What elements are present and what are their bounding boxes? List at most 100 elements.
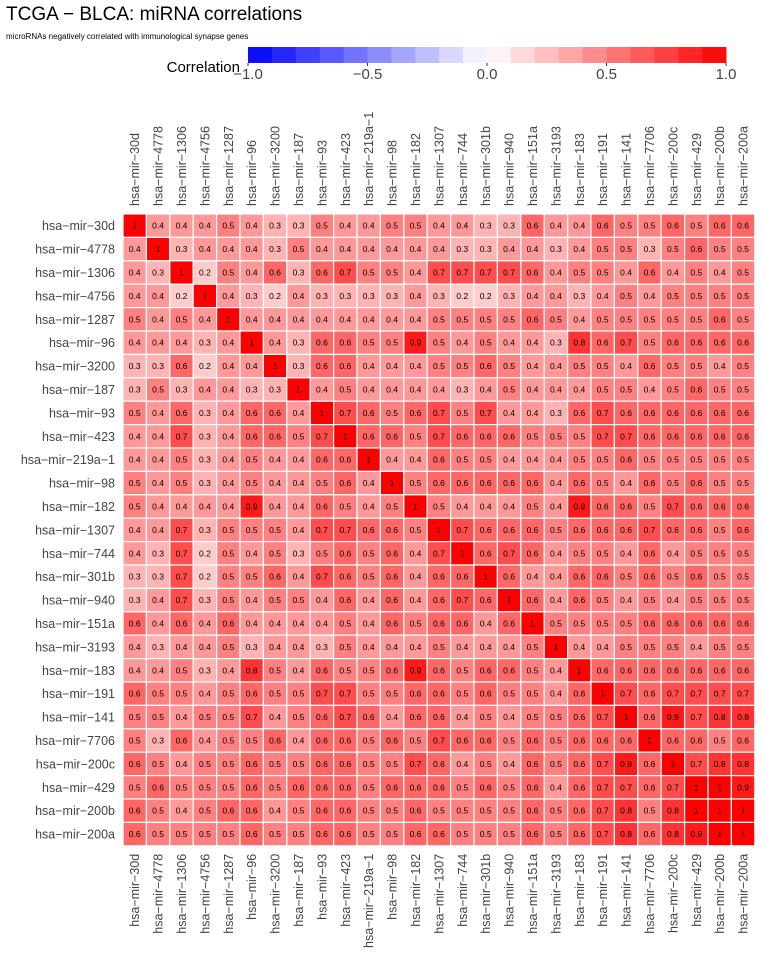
row-label: hsa−mir−423 <box>42 430 115 444</box>
cell-value-label: 0.4 <box>363 502 375 512</box>
cell-value-label: 0.7 <box>433 548 445 558</box>
cell-value-label: 0.5 <box>527 642 539 652</box>
cell-value-label: 0.5 <box>222 548 234 558</box>
cell-value-label: 0.4 <box>644 291 656 301</box>
cell-value-label: 0.3 <box>152 268 164 278</box>
cell-value-label: 0.4 <box>222 478 234 488</box>
cell-value-label: 0.5 <box>386 759 398 769</box>
cell-value-label: 0.4 <box>550 385 562 395</box>
cell-value-label: 0.6 <box>456 478 468 488</box>
cell-value-label: 0.6 <box>597 665 609 675</box>
cell-value-label: 0.3 <box>199 525 211 535</box>
cell-value-label: 0.6 <box>597 502 609 512</box>
cell-value-label: 0.4 <box>293 572 305 582</box>
cell-value-label: 0.6 <box>527 314 539 324</box>
cell-value-label: 0.6 <box>690 244 702 254</box>
cell-value-label: 0.4 <box>199 642 211 652</box>
cell-value-label: 0.8 <box>620 829 632 839</box>
cell-value-label: 0.4 <box>714 361 726 371</box>
column-label-top: hsa−mir−187 <box>292 133 306 206</box>
cell-value-label: 0.5 <box>293 712 305 722</box>
cell-value-label: 0.5 <box>667 361 679 371</box>
cell-value-label: 0.5 <box>246 455 258 465</box>
cell-value-label: 0.6 <box>269 431 281 441</box>
cell-value-label: 0.4 <box>363 361 375 371</box>
cell-value-label: 0.4 <box>152 619 164 629</box>
cell-value-label: 0.3 <box>293 361 305 371</box>
cell-value-label: 0.6 <box>316 806 328 816</box>
cell-value-label: 0.6 <box>433 478 445 488</box>
cell-value-label: 0.4 <box>129 665 141 675</box>
legend-swatch <box>295 47 321 63</box>
cell-value-label: 0.5 <box>433 338 445 348</box>
cell-value-label: 0.5 <box>176 829 188 839</box>
cell-value-label: 0.5 <box>690 314 702 324</box>
cell-value-label: 0.6 <box>737 338 749 348</box>
cell-value-label: 0.5 <box>550 314 562 324</box>
cell-value-label: 0.6 <box>527 806 539 816</box>
cell-value-label: 0.6 <box>339 759 351 769</box>
column-label-top: hsa−mir−1287 <box>222 126 236 206</box>
cell-value-label: 0.5 <box>667 291 679 301</box>
cell-value-label: 0.4 <box>152 314 164 324</box>
cell-value-label: 0.6 <box>480 782 492 792</box>
cell-value-label: 1 <box>460 548 465 558</box>
row-label: hsa−mir−200a <box>35 828 115 842</box>
cell-value-label: 0.5 <box>620 572 632 582</box>
cell-value-label: 0.5 <box>620 385 632 395</box>
cell-value-label: 0.6 <box>620 736 632 746</box>
row-label: hsa−mir−30d <box>42 219 115 233</box>
row-label: hsa−mir−7706 <box>35 734 115 748</box>
cell-value-label: 0.6 <box>620 665 632 675</box>
cell-value-label: 0.6 <box>690 665 702 675</box>
cell-value-label: 0.6 <box>480 478 492 488</box>
cell-value-label: 0.5 <box>573 431 585 441</box>
cell-value-label: 0.5 <box>527 502 539 512</box>
cell-value-label: 0.3 <box>550 244 562 254</box>
row-label: hsa−mir−4778 <box>35 243 115 257</box>
cell-value-label: 0.5 <box>222 595 234 605</box>
cell-value-label: 1 <box>366 455 371 465</box>
cell-value-label: 0.3 <box>246 385 258 395</box>
cell-value-label: 0.5 <box>129 782 141 792</box>
cell-value-label: 0.5 <box>316 548 328 558</box>
cell-value-label: 0.5 <box>152 829 164 839</box>
cell-value-label: 0.6 <box>246 408 258 418</box>
cell-value-label: 0.7 <box>620 431 632 441</box>
cell-value-label: 1 <box>483 572 488 582</box>
cell-value-label: 0.5 <box>410 431 422 441</box>
cell-value-label: 0.6 <box>222 619 234 629</box>
cell-value-label: 0.5 <box>550 759 562 769</box>
cell-value-label: 0.7 <box>667 689 679 699</box>
cell-value-label: 0.7 <box>316 431 328 441</box>
row-label: hsa−mir−1306 <box>35 266 115 280</box>
cell-value-label: 1 <box>554 642 559 652</box>
cell-value-label: 0.4 <box>597 642 609 652</box>
cell-value-label: 0.7 <box>597 806 609 816</box>
legend-title: Correlation <box>167 59 240 76</box>
cell-value-label: 0.7 <box>433 268 445 278</box>
cell-value-label: 0.6 <box>339 572 351 582</box>
cell-value-label: 0.6 <box>644 548 656 558</box>
cell-value-label: 0.6 <box>527 829 539 839</box>
cell-value-label: 0.6 <box>316 361 328 371</box>
cell-value-label: 0.6 <box>573 829 585 839</box>
cell-value-label: 0.4 <box>480 502 492 512</box>
cell-value-label: 0.4 <box>316 619 328 629</box>
cell-value-label: 0.4 <box>222 244 234 254</box>
cell-value-label: 0.9 <box>667 712 679 722</box>
cell-value-label: 0.6 <box>667 431 679 441</box>
cell-value-label: 0.3 <box>129 385 141 395</box>
row-label: hsa−mir−96 <box>49 336 115 350</box>
cell-value-label: 0.5 <box>199 806 211 816</box>
cell-value-label: 0.6 <box>316 759 328 769</box>
cell-value-label: 0.4 <box>410 314 422 324</box>
cell-value-label: 0.6 <box>573 525 585 535</box>
cell-value-label: 0.6 <box>246 782 258 792</box>
cell-value-label: 0.5 <box>690 268 702 278</box>
cell-value-label: 0.5 <box>269 525 281 535</box>
cell-value-label: 0.4 <box>363 221 375 231</box>
cell-value-label: 0.4 <box>129 548 141 558</box>
cell-value-label: 0.4 <box>269 455 281 465</box>
legend-swatch <box>391 47 416 63</box>
